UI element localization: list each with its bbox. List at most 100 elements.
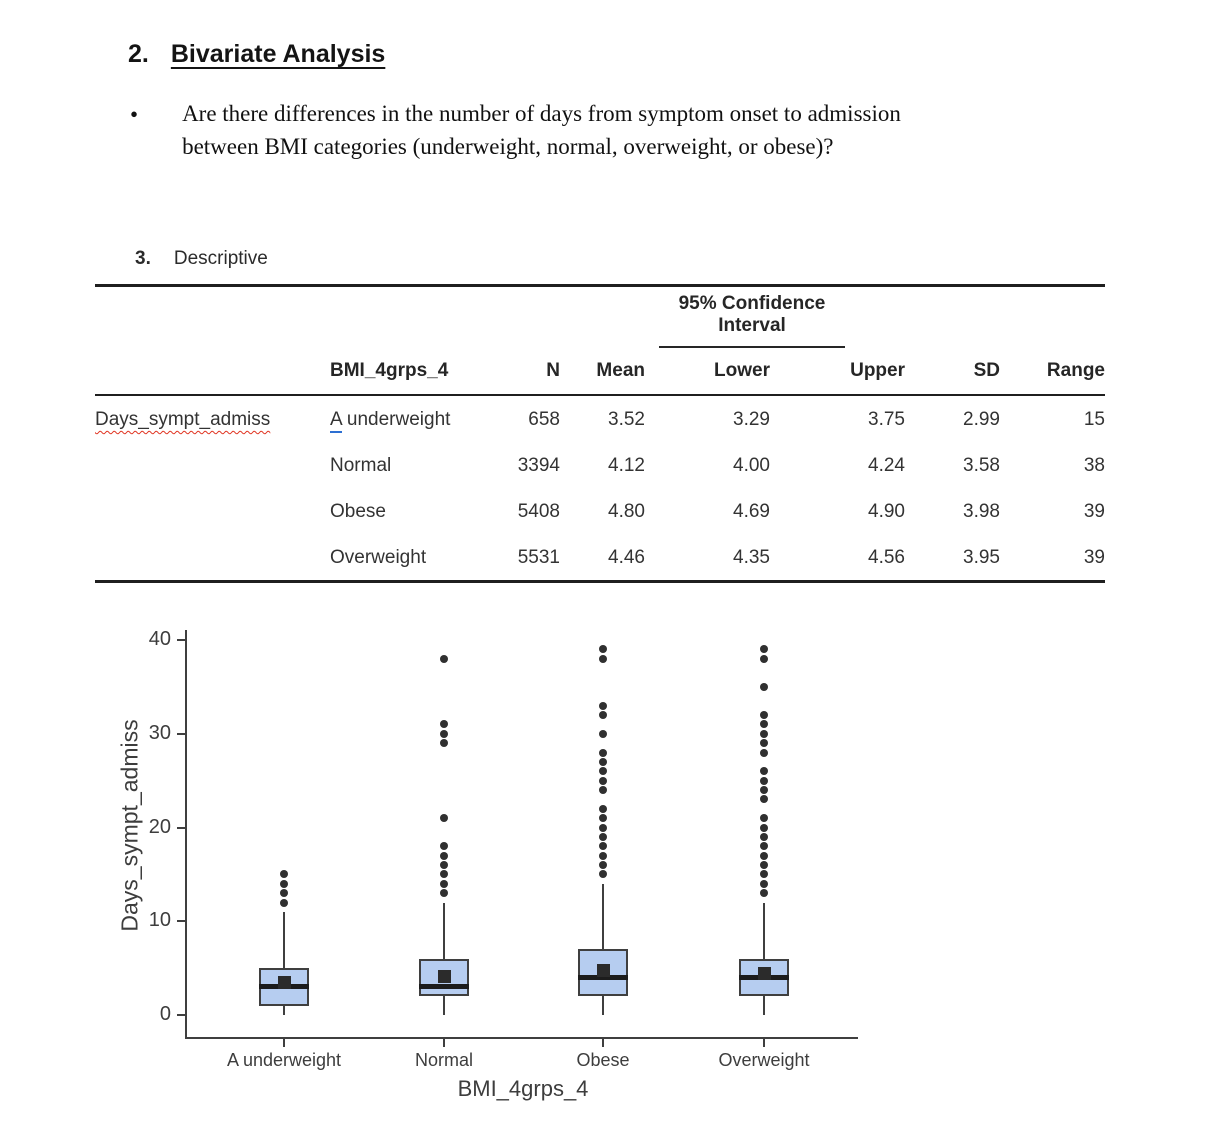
outlier-dot	[440, 889, 448, 898]
outlier-dot	[760, 832, 768, 841]
outlier-dot	[599, 814, 607, 823]
row-label-cell	[95, 442, 330, 488]
upper-cell: 4.90	[868, 501, 905, 522]
outlier-dot	[760, 842, 768, 851]
outlier-dot	[599, 767, 607, 776]
row-label-cell	[95, 534, 330, 582]
column-header-row: BMI_4grps_4 N Mean Lower Upper SD Range	[95, 348, 1105, 396]
outlier-dot	[440, 879, 448, 888]
outlier-dot	[280, 879, 288, 888]
lower-cell: 4.35	[733, 547, 770, 568]
x-tick	[443, 1039, 445, 1047]
y-tick-label: 40	[148, 628, 171, 650]
outlier-dot	[760, 879, 768, 888]
y-tick	[177, 732, 185, 735]
y-tick-label: 20	[148, 815, 171, 838]
section2-title: Bivariate Analysis	[170, 40, 386, 68]
outlier-dot	[599, 851, 607, 860]
lower-cell: 4.69	[733, 501, 770, 522]
n-cell: 3394	[517, 455, 560, 476]
bmi-category-cell: Overweight	[330, 547, 427, 568]
upper-cell: 3.75	[868, 409, 905, 430]
bullet-text-line2: between BMI categories (underweight, nor…	[182, 133, 834, 159]
outlier-dot	[760, 786, 768, 794]
sd-cell: 3.58	[963, 455, 1000, 476]
whisker-upper	[443, 902, 445, 959]
outlier-dot	[760, 711, 768, 719]
outlier-dot	[440, 654, 448, 663]
outlier-dot	[760, 645, 768, 654]
y-tick	[177, 639, 185, 641]
mean-marker	[437, 969, 451, 983]
outlier-dot	[599, 832, 607, 841]
outlier-dot	[280, 870, 288, 879]
outlier-dot	[440, 720, 448, 729]
n-cell: 5531	[517, 547, 560, 568]
section3-heading: 3. Descriptive	[135, 248, 268, 270]
table-row: Obese 5408 4.80 4.69 4.90 3.98 39	[95, 488, 1105, 534]
outlier-dot	[760, 767, 768, 776]
sd-cell: 2.99	[963, 409, 1000, 430]
outlier-dot	[599, 748, 607, 757]
mean-marker	[596, 963, 610, 977]
bmi-category-cell: Obese	[330, 501, 386, 522]
outlier-dot	[599, 842, 607, 851]
column-header-sd: SD	[905, 348, 1000, 396]
mean-cell: 4.46	[608, 547, 645, 568]
lower-cell: 4.00	[733, 455, 770, 476]
bullet-text-line1: Are there differences in the number of d…	[182, 101, 901, 126]
whisker-upper	[283, 911, 285, 969]
section2-number: 2.	[128, 40, 149, 68]
outlier-dot	[440, 851, 448, 860]
column-header-n: N	[485, 348, 560, 396]
outlier-dot	[760, 729, 768, 738]
outlier-dot	[760, 889, 768, 898]
upper-cell: 4.24	[868, 455, 905, 476]
outlier-dot	[760, 682, 768, 691]
outlier-dot	[599, 711, 607, 719]
outlier-dot	[599, 870, 607, 879]
outlier-dot	[760, 795, 768, 804]
outlier-dot	[280, 898, 288, 907]
outlier-dot	[440, 729, 448, 738]
outlier-dot	[599, 757, 607, 766]
outlier-dot	[599, 729, 607, 738]
outlier-dot	[760, 870, 768, 879]
outlier-dot	[760, 654, 768, 663]
bullet-text: Are there differences in the number of d…	[182, 98, 901, 163]
ci-spanner-label: 95% Confidence Interval	[659, 293, 845, 348]
median-line	[578, 975, 628, 980]
ci-spanner-cell: 95% Confidence Interval	[645, 286, 905, 348]
outlier-dot	[599, 645, 607, 654]
descriptive-table: 95% Confidence Interval BMI_4grps_4 N Me…	[95, 284, 1105, 583]
x-tick	[602, 1039, 604, 1047]
bmi-category-cell: A underweight	[330, 395, 485, 442]
range-cell: 15	[1083, 409, 1105, 430]
range-cell: 38	[1083, 455, 1105, 476]
x-tick-label: A underweight	[226, 1050, 342, 1070]
mean-marker	[757, 966, 771, 980]
column-header-bmi: BMI_4grps_4	[330, 348, 485, 396]
table-row: Normal 3394 4.12 4.00 4.24 3.58 38	[95, 442, 1105, 488]
range-cell: 39	[1083, 547, 1105, 568]
box	[578, 949, 628, 997]
upper-cell: 4.56	[868, 547, 905, 568]
mean-marker	[277, 975, 291, 989]
x-tick-label: Overweight	[718, 1050, 810, 1070]
x-axis-title: BMI_4grps_4	[457, 1076, 589, 1101]
median-line	[419, 984, 469, 990]
outlier-dot	[760, 814, 768, 823]
outlier-dot	[599, 776, 607, 785]
y-axis-spine	[185, 630, 187, 1039]
x-tick-label: Normal	[414, 1050, 473, 1070]
outlier-dot	[760, 861, 768, 869]
outlier-dot	[760, 720, 768, 729]
mean-cell: 3.52	[608, 409, 645, 430]
outlier-dot	[440, 861, 448, 869]
outlier-dot	[760, 748, 768, 757]
outlier-dot	[760, 823, 768, 832]
outlier-dot	[599, 823, 607, 832]
outlier-dot	[440, 842, 448, 851]
row-label-cell	[95, 488, 330, 534]
column-header-lower: Lower	[645, 348, 770, 396]
